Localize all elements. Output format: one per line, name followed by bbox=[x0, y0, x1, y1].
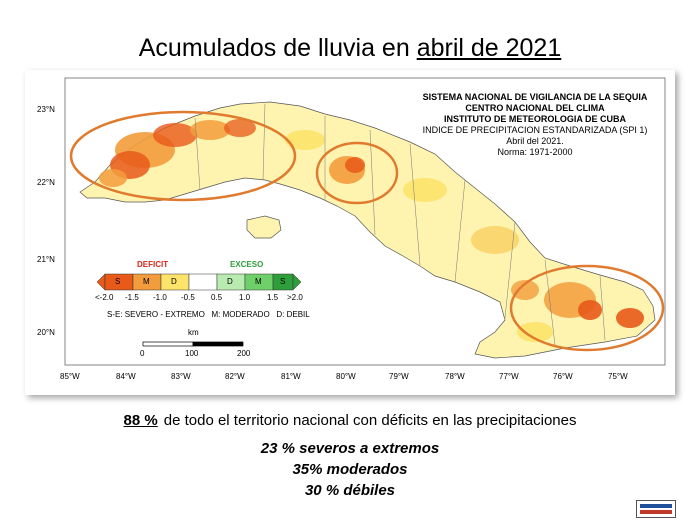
legend-key: S-E: SEVERO - EXTREMO M: MODERADO D: DEB… bbox=[107, 310, 310, 319]
isla-juventud bbox=[246, 215, 282, 239]
highlight-circles bbox=[69, 110, 665, 352]
institute-logo bbox=[636, 500, 676, 518]
legend-tick: <-2.0 bbox=[95, 293, 114, 302]
header-line-1: SISTEMA NACIONAL DE VIGILANCIA DE LA SEQ… bbox=[422, 92, 648, 102]
legend-tick: -0.5 bbox=[181, 293, 195, 302]
cuba-island bbox=[79, 101, 656, 359]
stat-severe: 23 % severos a extremos bbox=[260, 440, 440, 457]
lat-label: 20°N bbox=[37, 328, 55, 337]
legend-tick: -1.0 bbox=[153, 293, 167, 302]
summary-percent: 88 % bbox=[123, 412, 158, 429]
header-line-5: Abril del 2021. bbox=[506, 136, 564, 146]
logo-graphic bbox=[640, 504, 672, 514]
lon-label: 83°W bbox=[171, 372, 191, 381]
legend-excess-label: EXCESO bbox=[230, 260, 264, 269]
lon-label: 82°W bbox=[225, 372, 245, 381]
lon-label: 76°W bbox=[553, 372, 573, 381]
scale-bar bbox=[142, 341, 244, 347]
legend-class-letter: S bbox=[115, 277, 121, 286]
lon-label: 85°W bbox=[60, 372, 80, 381]
scale-tick: 100 bbox=[185, 349, 199, 358]
title-emphasis: abril de 2021 bbox=[416, 34, 562, 62]
circle-east bbox=[509, 264, 665, 352]
legend-tick: 1.0 bbox=[239, 293, 251, 302]
lat-label: 23°N bbox=[37, 105, 55, 114]
header-line-6: Norma: 1971-2000 bbox=[497, 147, 573, 157]
circle-west bbox=[69, 110, 297, 202]
map-canvas bbox=[64, 77, 666, 366]
spi-map: SISTEMA NACIONAL DE VIGILANCIA DE LA SEQ… bbox=[25, 70, 675, 395]
circle-center bbox=[315, 141, 399, 205]
lon-label: 77°W bbox=[499, 372, 519, 381]
lon-label: 78°W bbox=[445, 372, 465, 381]
map-axes bbox=[64, 77, 666, 366]
lon-label: 80°W bbox=[336, 372, 356, 381]
lat-label: 21°N bbox=[37, 255, 55, 264]
header-line-2: CENTRO NACIONAL DEL CLIMA bbox=[465, 103, 605, 113]
scale-tick: 200 bbox=[237, 349, 251, 358]
legend-class-letter: D bbox=[171, 277, 177, 286]
lon-label: 79°W bbox=[389, 372, 409, 381]
stat-moderate: 35% moderados bbox=[292, 461, 408, 478]
legend-class-letter: S bbox=[280, 277, 286, 286]
lon-label: 84°W bbox=[116, 372, 136, 381]
province-borders bbox=[194, 103, 606, 346]
summary-text: de todo el territorio nacional con défic… bbox=[163, 412, 577, 429]
legend-tick: >2.0 bbox=[287, 293, 303, 302]
scale-tick: 0 bbox=[140, 349, 145, 358]
legend-class-letter: M bbox=[255, 277, 262, 286]
scale-unit: km bbox=[188, 328, 199, 337]
legend-tick: 1.5 bbox=[267, 293, 279, 302]
legend-deficit-label: DEFICIT bbox=[137, 260, 169, 269]
header-line-4: INDICE DE PRECIPITACION ESTANDARIZADA (S… bbox=[422, 125, 648, 135]
summary-line: 88 % de todo el territorio nacional con d… bbox=[0, 412, 700, 429]
legend-class-letter: D bbox=[227, 277, 233, 286]
title-prefix: Acumulados de lluvia en bbox=[138, 34, 417, 62]
legend-colorbar bbox=[96, 273, 302, 291]
legend-tick: 0.5 bbox=[211, 293, 223, 302]
legend-class-letter: M bbox=[143, 277, 150, 286]
legend-tick: -1.5 bbox=[125, 293, 139, 302]
slide-title: Acumulados de lluvia en abril de 2021 bbox=[0, 34, 700, 63]
lon-label: 75°W bbox=[608, 372, 628, 381]
lat-label: 22°N bbox=[37, 178, 55, 187]
stat-weak: 30 % débiles bbox=[304, 482, 396, 499]
header-line-3: INSTITUTO DE METEOROLOGIA DE CUBA bbox=[443, 114, 626, 124]
deficit-patches bbox=[99, 119, 644, 342]
lon-label: 81°W bbox=[281, 372, 301, 381]
